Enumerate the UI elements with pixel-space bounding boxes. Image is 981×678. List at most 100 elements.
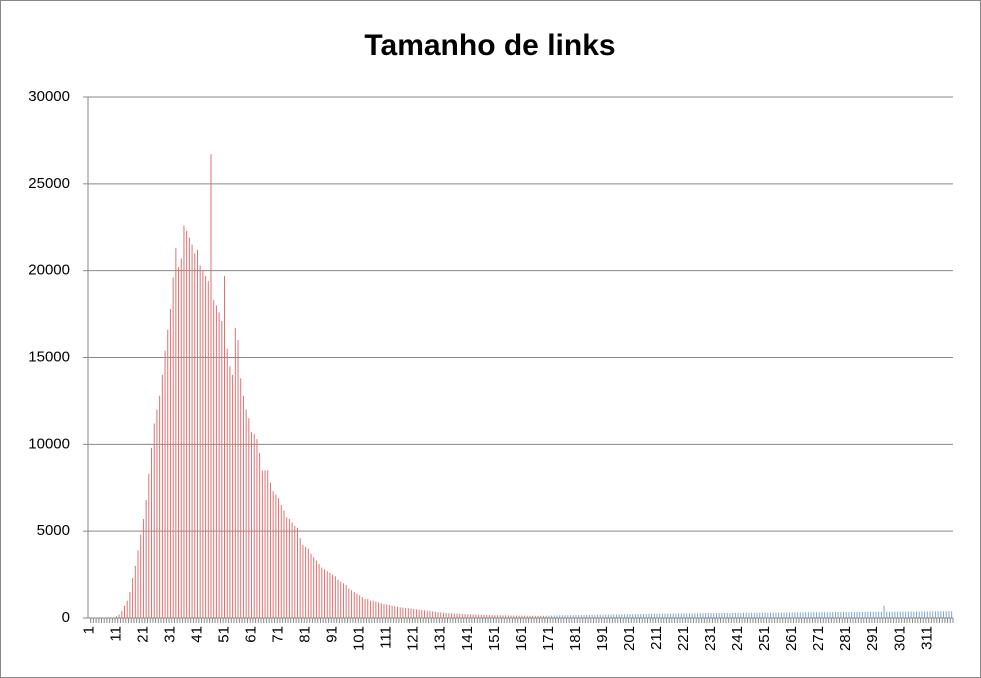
bar	[291, 522, 293, 618]
bar	[794, 612, 796, 618]
bar	[534, 615, 536, 618]
bar	[861, 611, 863, 618]
x-tick-label: 211	[648, 626, 665, 650]
bar	[261, 470, 263, 618]
bar	[453, 613, 455, 618]
x-tick-label: 51	[215, 626, 232, 643]
bar	[461, 614, 463, 618]
bar	[591, 614, 593, 618]
bar	[394, 606, 396, 618]
bar	[383, 604, 385, 618]
bar	[878, 611, 880, 618]
x-tick-label: 181	[567, 626, 584, 651]
bar	[656, 613, 658, 618]
bar	[875, 611, 877, 618]
bar	[848, 612, 850, 618]
y-tick-label: 30000	[28, 88, 70, 105]
bar	[175, 248, 177, 618]
bar	[624, 614, 626, 618]
bar	[880, 611, 882, 618]
bar	[751, 612, 753, 618]
bar	[791, 612, 793, 618]
bar	[275, 494, 277, 618]
bar	[648, 613, 650, 618]
bar	[932, 611, 934, 618]
bar	[337, 579, 339, 618]
bar	[921, 611, 923, 618]
bar	[826, 612, 828, 618]
bar	[691, 613, 693, 618]
bar	[748, 612, 750, 618]
bar	[907, 611, 909, 618]
bar	[634, 614, 636, 618]
bar	[205, 275, 207, 618]
bar	[356, 593, 358, 618]
bar	[440, 612, 442, 618]
bar	[761, 612, 763, 618]
x-tick-label: 111	[378, 626, 395, 649]
bar	[123, 605, 125, 618]
bar	[318, 564, 320, 618]
bar	[572, 615, 574, 618]
bar	[115, 616, 117, 618]
bar	[515, 615, 517, 618]
bar	[713, 613, 715, 618]
bar	[226, 348, 228, 618]
bar	[732, 612, 734, 618]
bar	[651, 613, 653, 618]
bar	[745, 612, 747, 618]
bar	[718, 613, 720, 618]
bar	[437, 612, 439, 618]
bar	[545, 615, 547, 618]
x-tick-label: 301	[891, 626, 908, 651]
bar	[513, 615, 515, 618]
bar	[667, 613, 669, 618]
y-tick-label: 0	[62, 609, 70, 626]
bar	[475, 614, 477, 618]
bar	[613, 614, 615, 618]
bar	[867, 611, 869, 618]
y-tick-label: 10000	[28, 435, 70, 452]
bar	[570, 615, 572, 618]
bar	[886, 611, 888, 618]
bar	[221, 321, 223, 618]
bar	[132, 578, 134, 618]
bar	[618, 614, 620, 618]
bar	[307, 548, 309, 618]
bar	[326, 571, 328, 618]
bar	[829, 612, 831, 618]
bar	[621, 614, 623, 618]
bar	[853, 611, 855, 618]
bar	[764, 612, 766, 618]
bar	[494, 615, 496, 618]
x-tick-label: 311	[918, 626, 935, 650]
bar	[329, 572, 331, 618]
bar	[294, 525, 296, 618]
bar	[815, 612, 817, 618]
bar	[821, 612, 823, 618]
bar	[843, 612, 845, 618]
bar	[599, 614, 601, 618]
bar	[129, 591, 131, 618]
bar	[510, 615, 512, 618]
bar	[642, 614, 644, 618]
y-tick-label: 20000	[28, 262, 70, 279]
bar	[661, 613, 663, 618]
x-tick-label: 101	[351, 626, 368, 651]
bar	[575, 615, 577, 618]
bar	[372, 600, 374, 618]
x-tick-label: 121	[405, 626, 422, 651]
bar	[178, 267, 180, 618]
bar	[432, 611, 434, 618]
bar	[702, 613, 704, 618]
bar	[480, 614, 482, 618]
y-tick-label: 15000	[28, 348, 70, 365]
bar	[224, 275, 226, 618]
x-tick-label: 231	[702, 626, 719, 651]
bar	[607, 614, 609, 618]
bar	[672, 613, 674, 618]
x-tick-label: 291	[864, 626, 881, 651]
bar	[505, 615, 507, 618]
bar	[345, 585, 347, 618]
bar	[418, 609, 420, 618]
